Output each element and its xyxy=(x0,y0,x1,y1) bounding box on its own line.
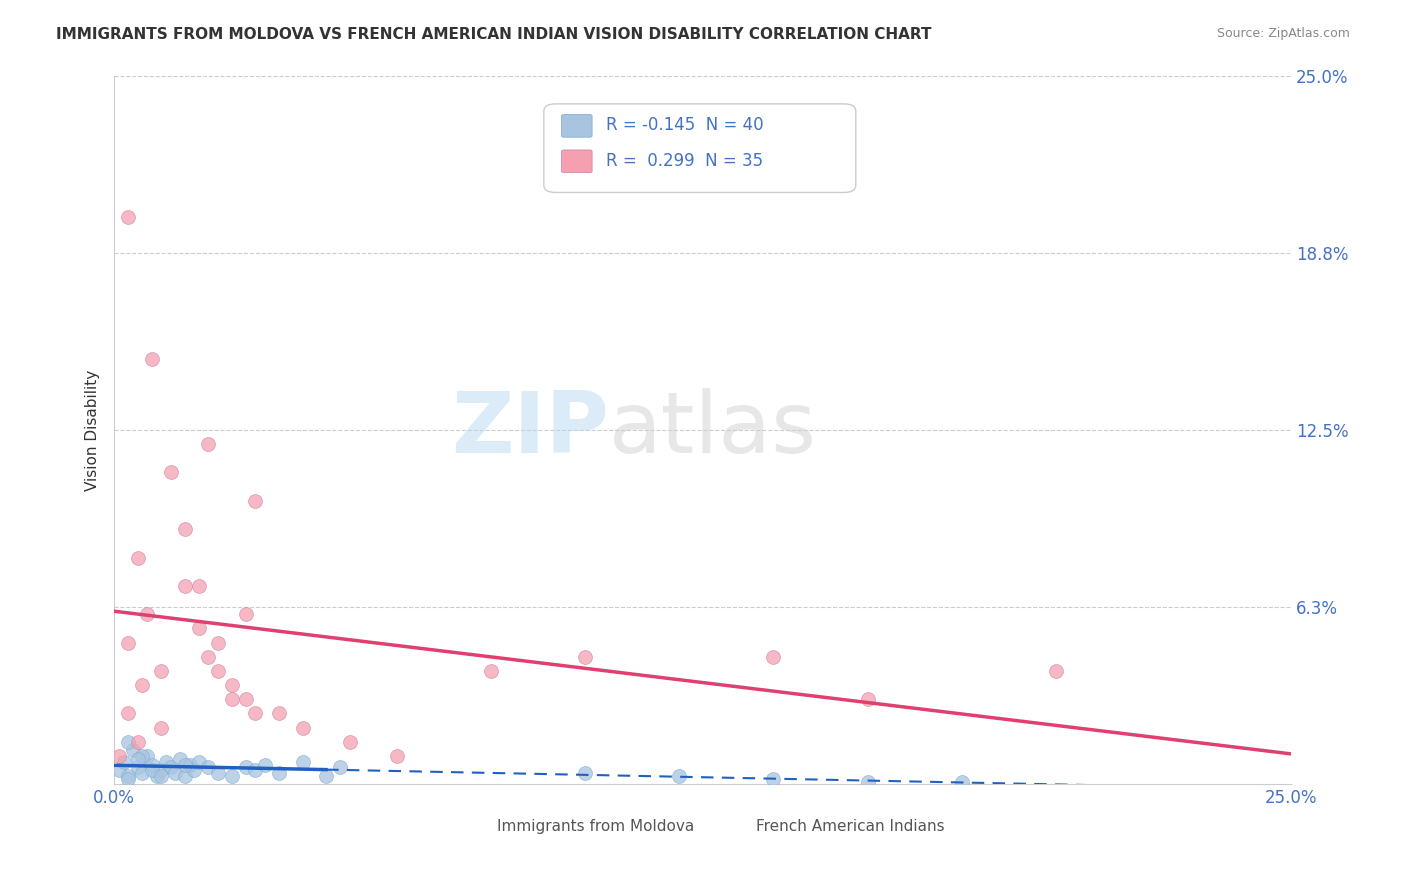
Text: IMMIGRANTS FROM MOLDOVA VS FRENCH AMERICAN INDIAN VISION DISABILITY CORRELATION : IMMIGRANTS FROM MOLDOVA VS FRENCH AMERIC… xyxy=(56,27,932,42)
Text: ZIP: ZIP xyxy=(451,388,609,472)
Text: atlas: atlas xyxy=(609,388,817,472)
Text: French American Indians: French American Indians xyxy=(756,819,945,834)
Text: Source: ZipAtlas.com: Source: ZipAtlas.com xyxy=(1216,27,1350,40)
Text: Immigrants from Moldova: Immigrants from Moldova xyxy=(496,819,695,834)
FancyBboxPatch shape xyxy=(561,150,592,173)
FancyBboxPatch shape xyxy=(561,114,592,137)
FancyBboxPatch shape xyxy=(544,103,856,193)
Text: R = -0.145  N = 40: R = -0.145 N = 40 xyxy=(606,116,763,134)
FancyBboxPatch shape xyxy=(706,815,744,838)
FancyBboxPatch shape xyxy=(447,815,485,838)
Text: R =  0.299  N = 35: R = 0.299 N = 35 xyxy=(606,152,763,169)
Y-axis label: Vision Disability: Vision Disability xyxy=(86,369,100,491)
